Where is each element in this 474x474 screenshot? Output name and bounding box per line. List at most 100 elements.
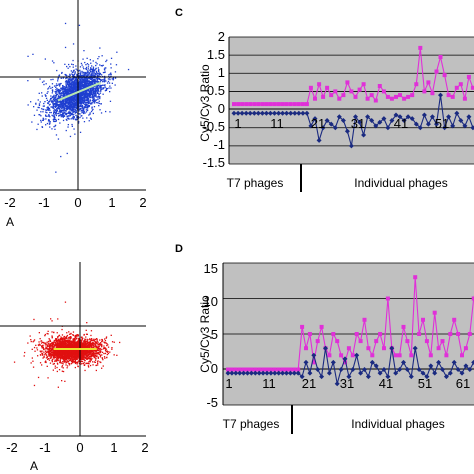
scatter-point	[89, 117, 92, 119]
scatter-point	[58, 100, 60, 103]
scatter-point	[74, 98, 76, 100]
scatter-point	[53, 94, 55, 96]
scatter-point	[99, 97, 101, 100]
scatter-point	[58, 83, 60, 85]
scatter-point	[78, 82, 80, 84]
scatter-point	[89, 85, 91, 87]
scatter-point	[78, 106, 80, 108]
scatter-point	[99, 361, 101, 363]
scatter-point	[101, 79, 104, 81]
scatter-point	[96, 90, 98, 92]
scatter-point	[63, 110, 65, 112]
scatter-point	[73, 95, 75, 97]
scatter-point	[51, 60, 54, 62]
scatter-point	[70, 101, 72, 103]
data-point-diamond	[470, 125, 474, 131]
data-point-diamond	[332, 125, 338, 131]
data-point-diamond	[381, 116, 387, 122]
scatter-point	[72, 59, 74, 62]
scatter-point	[57, 78, 59, 80]
scatter-point	[42, 117, 44, 119]
scatter-point	[62, 367, 64, 369]
scatter-point	[83, 50, 85, 52]
scatter-point	[48, 354, 50, 356]
scatter-point	[96, 347, 98, 349]
scatter-point	[47, 351, 49, 354]
scatter-point	[89, 96, 91, 99]
scatter-point	[61, 342, 63, 344]
scatter-point	[54, 359, 56, 361]
scatter-point	[65, 362, 67, 364]
scatter-point	[90, 339, 92, 341]
scatter-point	[101, 338, 103, 341]
scatter-point	[116, 51, 118, 53]
scatter-point	[67, 97, 69, 99]
scatter-point	[61, 338, 64, 340]
scatter-point	[99, 339, 101, 341]
scatter-point	[88, 90, 90, 92]
y-tick-label: -1	[213, 137, 225, 152]
scatter-point	[85, 352, 88, 354]
scatter-point	[86, 107, 89, 109]
scatter-point	[51, 83, 54, 85]
scatter-point	[92, 91, 95, 94]
scatter-point	[67, 105, 69, 107]
scatter-point	[54, 91, 56, 93]
scatter-point	[75, 65, 77, 67]
scatter-point	[104, 357, 106, 359]
scatter-point	[89, 83, 92, 86]
scatter-point	[72, 91, 74, 93]
scatter-point	[64, 106, 66, 108]
scatter-point	[88, 346, 90, 349]
scatter-point	[83, 111, 85, 113]
scatter-point	[71, 90, 73, 93]
scatter-point	[92, 71, 94, 73]
scatter-point	[53, 97, 55, 99]
data-point-square	[394, 94, 398, 99]
scatter-point	[68, 112, 70, 115]
scatter-point	[73, 100, 75, 102]
scatter-point	[71, 97, 73, 99]
scatter-point	[100, 90, 102, 92]
scatter-point	[112, 77, 115, 79]
scatter-point	[88, 343, 90, 346]
scatter-point	[57, 353, 59, 355]
scatter-point	[79, 102, 82, 105]
scatter-point	[89, 341, 91, 343]
scatter-point	[69, 108, 71, 110]
scatter-point	[105, 336, 108, 338]
scatter-point	[82, 74, 84, 76]
scatter-point	[109, 77, 111, 79]
scatter-point	[90, 91, 92, 93]
scatter-point	[65, 74, 67, 76]
scatter-point	[38, 103, 41, 105]
scatter-point	[62, 86, 64, 88]
scatter-point	[70, 86, 72, 88]
scatter-point	[75, 76, 77, 79]
scatter-point	[67, 341, 70, 343]
scatter-point	[61, 105, 63, 107]
scatter-point	[69, 73, 71, 75]
scatter-point	[75, 119, 77, 121]
scatter-point	[107, 346, 110, 348]
data-point-diamond	[320, 125, 326, 131]
scatter-point	[91, 107, 93, 109]
scatter-point	[92, 91, 94, 93]
data-point-square	[381, 89, 386, 94]
scatter-point	[94, 361, 96, 363]
scatter-point	[77, 354, 79, 357]
x-tick-labels-top: 1 11 21 31 41 51	[234, 116, 449, 131]
scatter-point	[45, 350, 47, 353]
scatter-point	[46, 341, 48, 343]
scatter-point	[99, 96, 101, 98]
data-point-square	[268, 102, 273, 107]
scatter-point	[48, 345, 50, 347]
scatter-point	[61, 102, 63, 104]
scatter-point	[56, 342, 58, 345]
scatter-point	[45, 97, 48, 99]
scatter-point	[59, 85, 61, 87]
scatter-point	[74, 133, 76, 135]
scatter-point	[102, 71, 105, 74]
scatter-point	[67, 124, 69, 126]
scatter-point	[84, 92, 86, 94]
